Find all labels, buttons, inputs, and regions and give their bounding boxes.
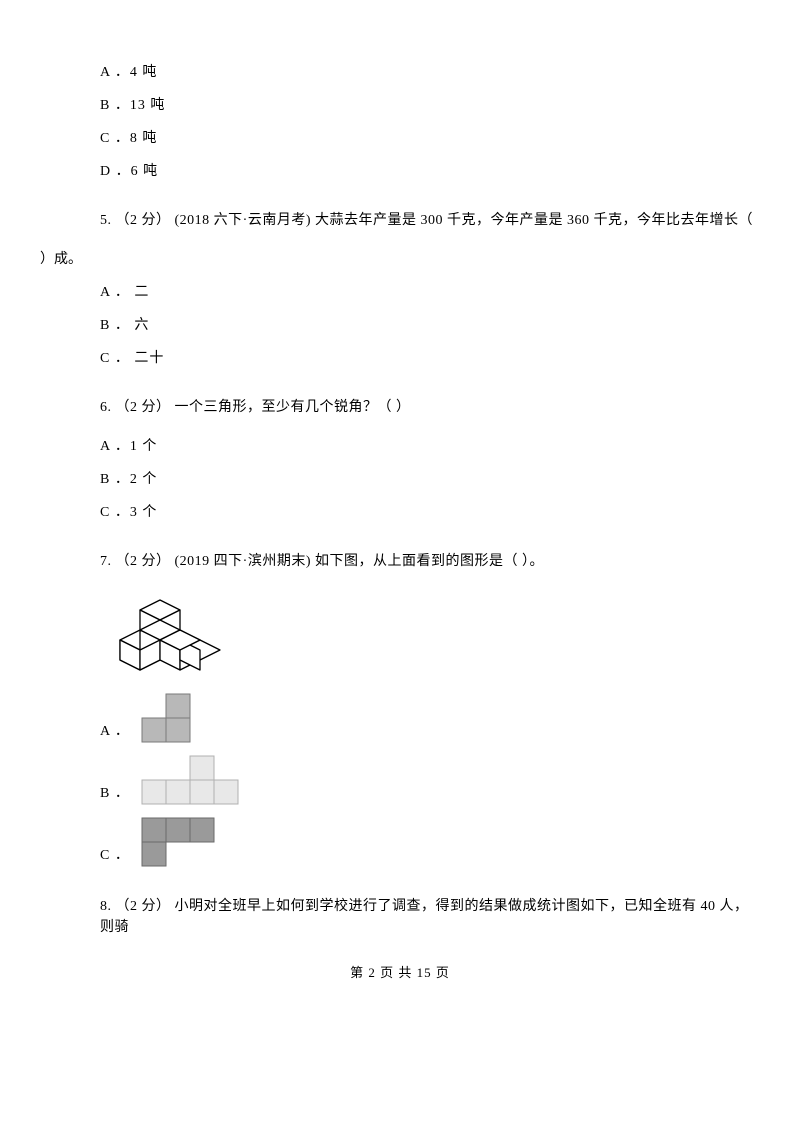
q7-option-c[interactable]: C ． <box>100 816 760 868</box>
q8-text: 8. （2 分） 小明对全班早上如何到学校进行了调查，得到的结果做成统计图如下，… <box>100 896 760 938</box>
q5-text: 5. （2 分） (2018 六下·云南月考) 大蒜去年产量是 300 千克，今… <box>100 210 760 231</box>
q7-option-c-grid <box>138 816 218 868</box>
q4-option-b[interactable]: B ．13 吨 <box>100 95 760 116</box>
q4-option-c[interactable]: C ．8 吨 <box>100 128 760 149</box>
q7-text: 7. （2 分） (2019 四下·滨州期末) 如下图，从上面看到的图形是（ ）… <box>100 551 760 572</box>
q7-option-b-label: B ． <box>100 783 130 806</box>
q7-option-b-grid <box>138 754 242 806</box>
q4-option-a[interactable]: A ．4 吨 <box>100 62 760 83</box>
q6-option-c[interactable]: C ．3 个 <box>100 502 760 523</box>
q6-option-a[interactable]: A ．1 个 <box>100 436 760 457</box>
q7-option-a-label: A ． <box>100 721 130 744</box>
q5-option-c[interactable]: C ． 二十 <box>100 348 760 369</box>
page-footer: 第 2 页 共 15 页 <box>40 963 760 983</box>
q7-option-a[interactable]: A ． <box>100 692 760 744</box>
q7-option-a-grid <box>138 692 194 744</box>
q6-text: 6. （2 分） 一个三角形，至少有几个锐角？（ ） <box>100 397 760 418</box>
q6-option-b[interactable]: B ．2 个 <box>100 469 760 490</box>
q7-option-c-label: C ． <box>100 845 130 868</box>
q7-option-b[interactable]: B ． <box>100 754 760 806</box>
q4-option-d[interactable]: D ．6 吨 <box>100 161 760 182</box>
q7-isometric-figure <box>100 590 760 682</box>
q5-option-a[interactable]: A ． 二 <box>100 282 760 303</box>
q5-text-line2: ）成。 <box>40 249 760 270</box>
q5-option-b[interactable]: B ． 六 <box>100 315 760 336</box>
q5-text-line1: 5. （2 分） (2018 六下·云南月考) 大蒜去年产量是 300 千克，今… <box>100 213 753 228</box>
